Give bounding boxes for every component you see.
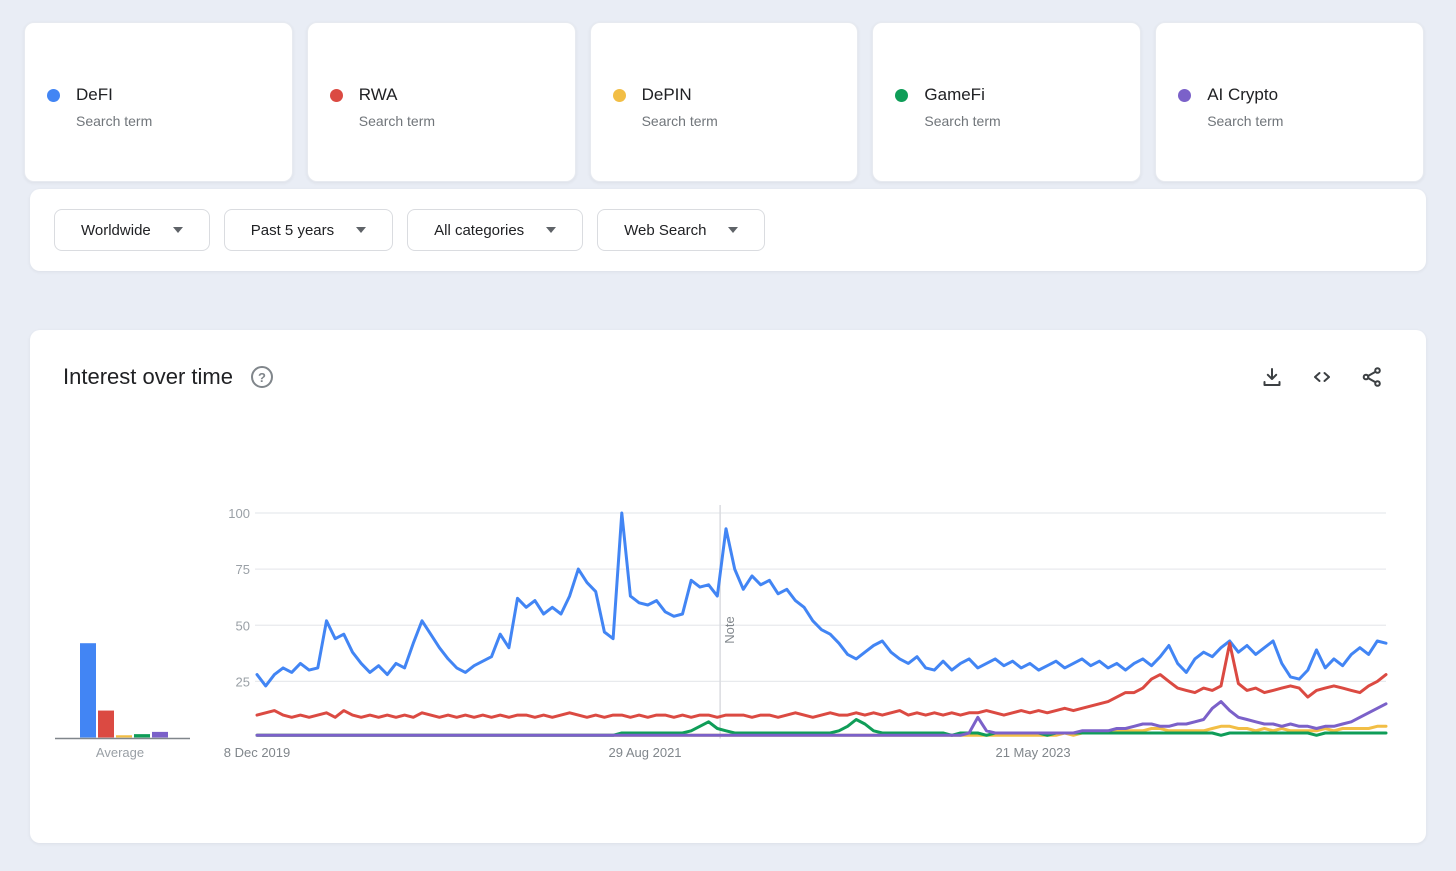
download-icon[interactable] <box>1260 365 1284 389</box>
interest-over-time-panel: Interest over time ? Average 100 75 50 25 No… <box>30 330 1426 843</box>
average-bar-depin <box>116 735 132 738</box>
term-title: GameFi <box>924 85 985 104</box>
term-title: DeFI <box>76 85 113 104</box>
share-icon[interactable] <box>1360 365 1384 389</box>
y-axis-tick: 25 <box>236 674 250 689</box>
x-axis-tick: 8 Dec 2019 <box>224 745 291 760</box>
note-label: Note <box>722 616 737 643</box>
term-card-depin[interactable]: DePIN Search term <box>589 22 859 182</box>
panel-title: Interest over time <box>63 364 233 389</box>
average-bar-chart: Average <box>55 643 190 760</box>
term-card-rwa[interactable]: RWA Search term <box>306 22 576 182</box>
chevron-down-icon <box>172 227 183 233</box>
series-line-rwa <box>255 641 1388 719</box>
time-range-filter-dropdown[interactable]: Past 5 years <box>223 209 394 251</box>
series-line-ai-crypto <box>255 700 1388 737</box>
series-line-defi <box>255 511 1388 688</box>
x-axis-tick: 29 Aug 2021 <box>609 745 682 760</box>
average-bar-gamefi <box>134 734 150 738</box>
embed-code-icon[interactable] <box>1310 365 1334 389</box>
series-color-dot <box>47 88 60 102</box>
term-card-ai-crypto[interactable]: AI Crypto Search term <box>1155 22 1424 182</box>
series-color-dot <box>895 88 909 102</box>
average-bar-rwa <box>98 710 114 738</box>
region-filter-label: Worldwide <box>81 221 151 239</box>
term-type-label: Search term <box>924 113 1001 129</box>
panel-actions <box>1260 365 1384 389</box>
term-card-defi[interactable]: DeFI Search term <box>24 22 293 182</box>
chart-area: Average 100 75 50 25 Note 8 Dec 2019 29 Aug 20… <box>40 480 1426 780</box>
interest-line-chart: 100 75 50 25 Note 8 Dec 2019 29 Aug 2021 21 May… <box>224 505 1388 760</box>
chevron-down-icon <box>546 227 557 233</box>
x-axis-tick: 21 May 2023 <box>995 745 1070 760</box>
region-filter-dropdown[interactable]: Worldwide <box>54 209 210 251</box>
term-type-label: Search term <box>1207 113 1284 129</box>
term-type-label: Search term <box>76 113 153 129</box>
series-color-dot <box>612 88 626 102</box>
series-color-dot <box>1178 88 1192 102</box>
average-bar-defi <box>80 643 96 738</box>
average-label: Average <box>96 745 144 760</box>
search-type-filter-dropdown[interactable]: Web Search <box>597 209 766 251</box>
time-range-filter-label: Past 5 years <box>250 221 335 239</box>
search-term-cards: DeFI Search term RWA Search term DePIN S… <box>24 22 1424 182</box>
series-color-dot <box>329 88 343 102</box>
term-title: RWA <box>358 85 398 104</box>
panel-header: Interest over time ? <box>63 364 1384 390</box>
y-axis-tick: 50 <box>236 618 250 633</box>
y-axis-tick: 75 <box>236 562 250 577</box>
category-filter-dropdown[interactable]: All categories <box>407 209 584 251</box>
term-type-label: Search term <box>641 113 718 129</box>
term-card-gamefi[interactable]: GameFi Search term <box>872 22 1142 182</box>
term-title: AI Crypto <box>1207 85 1279 104</box>
term-title: DePIN <box>641 85 692 104</box>
filters-bar: Worldwide Past 5 years All categories We… <box>30 189 1426 271</box>
chevron-down-icon <box>356 227 367 233</box>
y-axis-tick: 100 <box>228 506 250 521</box>
term-type-label: Search term <box>358 113 436 129</box>
category-filter-label: All categories <box>434 221 525 239</box>
search-type-filter-label: Web Search <box>624 221 707 239</box>
average-bar-ai-crypto <box>152 731 168 738</box>
help-icon[interactable]: ? <box>250 366 273 388</box>
chevron-down-icon <box>728 227 739 233</box>
